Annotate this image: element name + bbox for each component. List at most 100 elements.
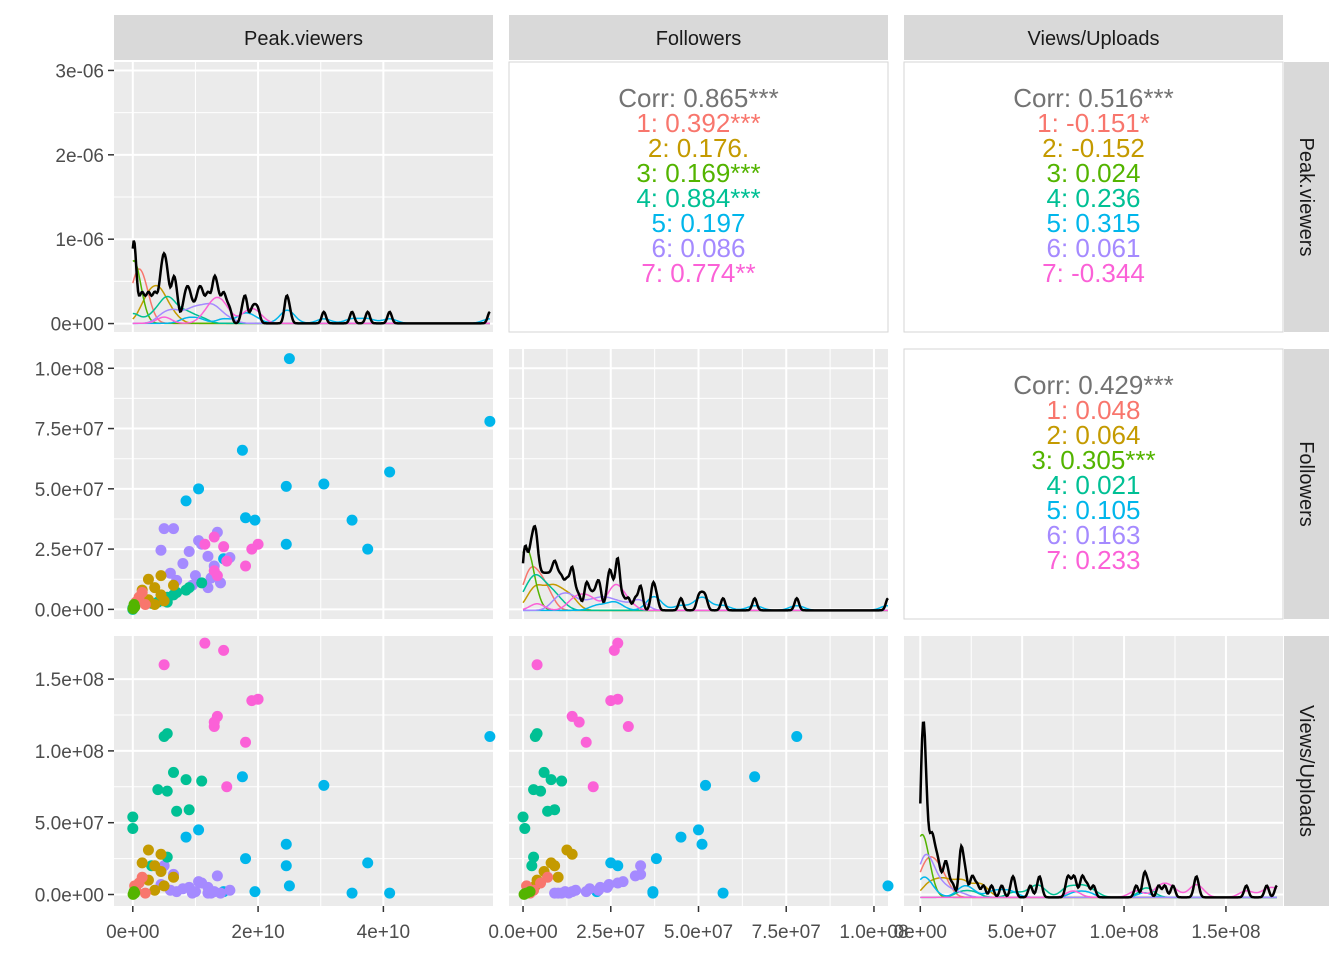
scatter-point-group-4 xyxy=(196,775,208,787)
y-tick-label: 7.5e+07 xyxy=(35,420,104,441)
x-tick-label: 5.0e+07 xyxy=(988,922,1057,943)
x-tick-label: 0e+00 xyxy=(894,922,947,943)
corr-group-6-followers_views: 6: 0.163 xyxy=(1047,520,1141,550)
scatter-point-group-5 xyxy=(717,887,729,899)
scatter-point-group-5 xyxy=(882,880,894,892)
scatter-point-group-4 xyxy=(183,582,195,594)
scatter-point-group-4 xyxy=(519,822,531,834)
scatter-point-group-1 xyxy=(139,599,151,611)
scatter-point-group-6 xyxy=(164,567,176,579)
scatter-point-group-5 xyxy=(650,853,662,865)
scatter-point-group-5 xyxy=(346,887,358,899)
scatter-point-group-7 xyxy=(240,560,252,572)
scatter-point-group-7 xyxy=(218,541,230,553)
panel-r2-c3 xyxy=(903,348,1284,620)
x-tick-label: 4e+10 xyxy=(357,922,410,943)
scatter-point-group-6 xyxy=(171,886,183,898)
scatter-point-group-6 xyxy=(214,887,226,899)
scatter-point-group-5 xyxy=(280,838,292,850)
scatter-point-group-5 xyxy=(647,887,659,899)
x-tick-label: 2e+10 xyxy=(231,922,284,943)
strip-col-1 xyxy=(114,15,493,60)
corr-group-1-followers_views: 1: 0.048 xyxy=(1047,395,1141,425)
x-tick-label: 1.0e+08 xyxy=(839,922,908,943)
scatter-point-group-5 xyxy=(283,880,295,892)
corr-group-3-peak_views: 3: 0.024 xyxy=(1047,158,1141,188)
panel-r2-c1 xyxy=(114,349,493,619)
corr-group-6-peak_views: 6: 0.061 xyxy=(1047,233,1141,263)
scatter-point-group-6 xyxy=(186,887,198,899)
scatter-point-group-7 xyxy=(605,695,617,707)
scatter-point-group-3 xyxy=(127,603,139,615)
corr-overall-peak_views: Corr: 0.516*** xyxy=(1013,83,1173,113)
corr-group-5-peak_followers: 5: 0.197 xyxy=(652,208,746,238)
scatter-point-group-6 xyxy=(224,884,236,896)
y-tick-label: 1.0e+08 xyxy=(35,742,104,763)
corr-group-4-peak_followers: 4: 0.884*** xyxy=(636,183,760,213)
scatter-point-group-7 xyxy=(580,736,592,748)
corr-group-4-followers_views: 4: 0.021 xyxy=(1047,470,1141,500)
scatter-point-group-1 xyxy=(542,871,554,883)
density-curve-all-1 xyxy=(131,240,491,325)
panel-r1-c2 xyxy=(508,61,889,333)
scatter-point-group-2 xyxy=(155,866,167,878)
scatter-point-group-2 xyxy=(168,871,180,883)
scatter-point-group-5 xyxy=(180,831,192,843)
scatter-point-group-7 xyxy=(208,531,220,543)
y-tick-label: 2.5e+07 xyxy=(35,540,104,561)
scatter-point-group-5 xyxy=(280,538,292,550)
scatter-point-group-7 xyxy=(208,565,220,577)
scatter-point-group-3 xyxy=(127,888,139,900)
scatter-point-group-6 xyxy=(189,570,201,582)
corr-group-3-followers_views: 3: 0.305*** xyxy=(1031,445,1155,475)
strip-label-col-2: Followers xyxy=(656,28,742,50)
corr-group-1-peak_views: 1: -0.151* xyxy=(1037,108,1150,138)
scatter-point-group-2 xyxy=(545,857,557,869)
scatter-point-group-6 xyxy=(629,870,641,882)
scatter-point-group-2 xyxy=(158,880,170,892)
scatter-point-group-6 xyxy=(158,523,170,535)
scatter-point-group-5 xyxy=(484,415,496,427)
scatter-point-group-4 xyxy=(556,775,568,787)
scatter-point-group-5 xyxy=(362,857,374,869)
corr-group-7-peak_views: 7: -0.344 xyxy=(1042,258,1145,288)
strip-row-2 xyxy=(1284,349,1329,619)
scatter-point-group-5 xyxy=(236,771,248,783)
corr-group-2-peak_views: 2: -0.152 xyxy=(1042,133,1145,163)
scatter-point-group-5 xyxy=(249,514,261,526)
y-tick-label: 0.0e+00 xyxy=(35,600,104,621)
corr-group-7-followers_views: 7: 0.233 xyxy=(1047,545,1141,575)
scatter-point-group-7 xyxy=(218,644,230,656)
scatter-point-group-4 xyxy=(196,577,208,589)
density-curve-all-2 xyxy=(521,524,889,612)
strip-label-row-1: Peak.viewers xyxy=(1295,138,1317,257)
scatter-point-group-5 xyxy=(318,779,330,791)
scatter-point-group-6 xyxy=(155,544,167,556)
scatter-point-group-6 xyxy=(202,887,214,899)
x-tick-label: 0.0e+00 xyxy=(488,922,557,943)
scatter-point-group-6 xyxy=(183,546,195,557)
strip-col-3 xyxy=(904,15,1283,60)
scatter-point-group-1 xyxy=(139,887,151,899)
scatter-point-group-5 xyxy=(384,466,396,478)
scatter-point-group-5 xyxy=(675,831,687,843)
scatter-point-group-5 xyxy=(180,495,192,507)
x-tick-label: 0e+00 xyxy=(106,922,159,943)
scatter-point-group-2 xyxy=(561,844,573,856)
corr-group-1-peak_followers: 1: 0.392*** xyxy=(636,108,760,138)
scatter-point-group-2 xyxy=(168,579,180,591)
scatter-point-group-6 xyxy=(549,887,561,899)
scatter-point-group-2 xyxy=(552,871,564,883)
strip-label-row-3: Views/Uploads xyxy=(1295,705,1317,837)
scatter-point-group-7 xyxy=(208,716,220,728)
scatter-point-group-5 xyxy=(696,838,708,850)
scatter-point-group-5 xyxy=(791,731,803,743)
corr-overall-peak_followers: Corr: 0.865*** xyxy=(618,83,778,113)
scatter-point-group-5 xyxy=(749,771,761,783)
corr-group-2-followers_views: 2: 0.064 xyxy=(1047,420,1141,450)
scatter-point-group-4 xyxy=(171,805,183,817)
scatter-point-group-4 xyxy=(152,784,164,796)
x-tick-label: 2.5e+07 xyxy=(576,922,645,943)
strip-col-2 xyxy=(509,15,888,60)
corr-group-2-peak_followers: 2: 0.176. xyxy=(648,133,749,163)
